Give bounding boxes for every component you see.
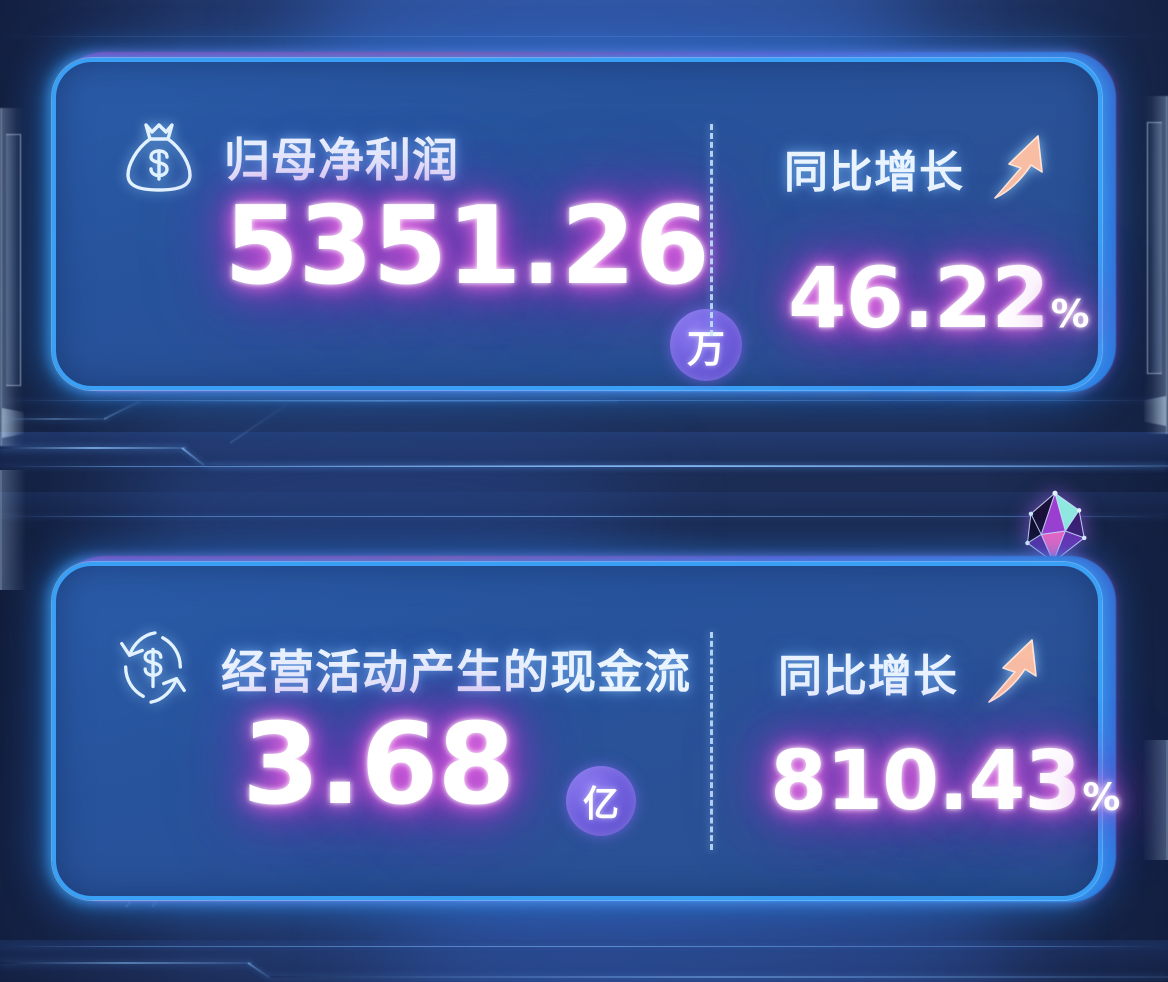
unit-badge-label: 亿 [582,783,619,824]
cash-cycle-icon [112,628,194,708]
card-net-profit[interactable]: 归母净利润 5351.26 万 同比增长 46.22 % [52,58,1102,390]
card-cash-flow-growth-header: 同比增长 [778,634,1042,710]
bg-step-2 [206,465,1168,467]
growth-arrow-icon [982,130,1048,206]
left-edge-ornament [0,108,34,446]
metric-label: 归母净利润 [224,134,459,186]
bg-line-4 [0,946,1168,947]
metric-value-group: 3.68 [242,700,515,830]
bg-band-1 [0,432,1168,468]
bg-step-1 [0,447,186,449]
metric-value: 3.68 [242,700,515,830]
growth-value-group: 46.22 % [788,249,1090,347]
growth-value: 46.22 [788,249,1050,347]
metric-label: 经营活动产生的现金流 [221,646,691,698]
growth-suffix: % [1050,292,1090,338]
bg-line-1 [0,400,1168,401]
growth-label: 同比增长 [778,652,958,701]
growth-value-group: 810.43 % [770,734,1120,829]
unit-badge-label: 万 [686,328,725,371]
card-operating-cash-flow-body: 经营活动产生的现金流 3.68 亿 同比增长 810.43 % [52,562,1120,900]
growth-arrow-icon [976,634,1042,710]
dashed-divider [710,632,713,850]
unit-badge: 万 [670,309,742,381]
bg-step-3 [0,418,108,420]
unit-badge: 亿 [566,766,636,836]
metric-value: 5351.26 [224,184,710,309]
card-operating-cash-flow[interactable]: 经营活动产生的现金流 3.68 亿 同比增长 810.43 % [52,562,1120,900]
left-edge-ornament-lower [0,470,26,590]
card-cash-flow-header: 经营活动产生的现金流 [221,636,691,702]
right-edge-ornament [1134,96,1168,434]
bg-band-3 [0,940,1168,982]
growth-label: 同比增长 [784,148,964,197]
growth-suffix: % [1082,775,1120,820]
right-edge-ornament-lower [1142,740,1168,860]
card-net-profit-growth-header: 同比增长 [784,130,1048,206]
metric-value-group: 5351.26 [224,184,710,309]
growth-value: 810.43 [770,734,1081,829]
money-bag-icon [122,117,196,195]
bg-step-6 [268,976,1168,978]
card-net-profit-header: 归母净利润 [224,124,459,190]
bg-band-2 [0,492,1168,518]
bg-step-4 [138,400,618,402]
bg-line-5 [0,36,1168,37]
card-net-profit-body: 归母净利润 5351.26 万 同比增长 46.22 % [52,58,1102,390]
bg-line-3 [0,516,1168,517]
dashed-divider [710,124,713,336]
polyhedron-icon [1012,488,1098,574]
bg-step-5 [0,962,252,964]
